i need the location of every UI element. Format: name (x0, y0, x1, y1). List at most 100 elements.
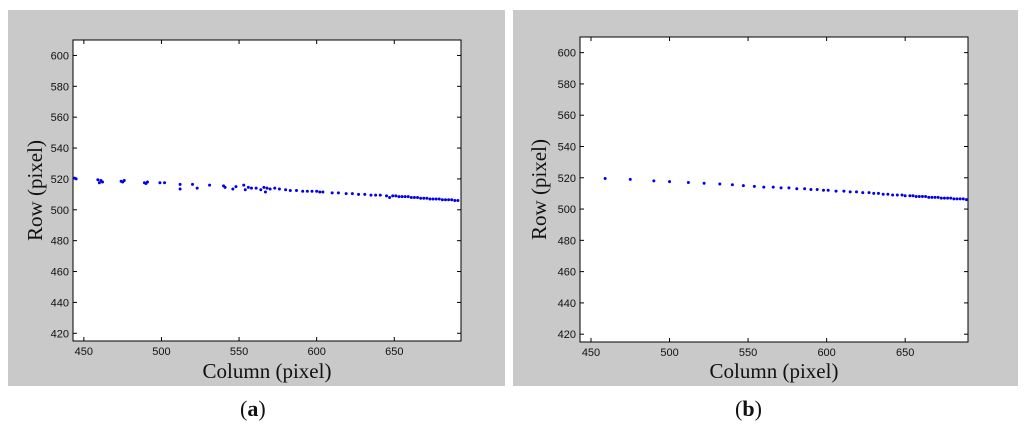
panel-b-ytick-label: 600 (558, 48, 576, 60)
panel-a-data-point (96, 178, 100, 182)
panel-b-data-point (964, 198, 968, 202)
panel-a-data-point (394, 194, 398, 198)
panel-a-data-point (391, 194, 395, 198)
panel-b-data-point (958, 197, 962, 201)
panel-a-data-point (443, 198, 447, 202)
panel-a-data-point (350, 192, 354, 196)
panel-b-data-point (881, 192, 885, 196)
panel-b-data-point (930, 195, 934, 199)
panel-a-data-point (321, 190, 325, 194)
panel-a-data-point (305, 189, 309, 193)
panel-b-data-point (603, 177, 607, 181)
panel-a-data-point (301, 189, 305, 193)
panel-a-data-point (277, 187, 281, 191)
panel-a-data-point (284, 188, 288, 192)
panel-b-data-point (779, 186, 783, 190)
panel-a-data-point (412, 195, 416, 199)
panel-b-data-point (809, 188, 813, 191)
panel-a-data-point (243, 188, 247, 192)
panel-b-x-axis-title: Column (pixel) (710, 359, 839, 383)
panel-b-data-point (872, 191, 876, 195)
panel-b-xtick-label: 450 (582, 347, 600, 359)
panel-a-data-point (263, 190, 267, 194)
panel-b-data-point (854, 190, 858, 194)
panel-b-data-point (730, 183, 734, 187)
panel-b-xtick-label: 650 (896, 347, 914, 359)
panel-a-xtick-label: 550 (230, 346, 248, 358)
panel-a-data-point (336, 191, 340, 195)
panel-b-data-point (961, 197, 965, 201)
panel-b-data-point (815, 188, 819, 191)
panel-a-data-point (447, 198, 451, 202)
panel-a-data-point (440, 198, 444, 202)
panel-b-data-point (668, 180, 672, 184)
panel-a-data-point (453, 199, 457, 203)
panel-a-data-point (178, 182, 182, 186)
panel-a-data-point (74, 177, 78, 181)
panel-a-ytick-label: 520 (51, 174, 69, 186)
panel-b-data-point (908, 194, 912, 198)
panel-b-plot-area (579, 36, 969, 343)
panel-a-data-point (288, 189, 292, 192)
panel-b-data-point (848, 190, 852, 194)
panel-a-data-point (374, 193, 378, 197)
panel-b-data-point (911, 194, 915, 198)
panel-b-ytick-label: 440 (558, 298, 576, 310)
panel-a-data-point (357, 192, 361, 196)
panel-b-data-point (891, 193, 895, 197)
panel-b-data-point (886, 192, 890, 196)
panel-a-data-point (158, 181, 162, 185)
panel-a-data-point (259, 188, 263, 192)
panel-a-ytick-label: 500 (51, 205, 69, 217)
panel-a-data-point (318, 190, 322, 194)
panel-a-ytick-label: 460 (51, 267, 69, 279)
panel-b-data-point (752, 184, 756, 188)
panel-a-data-point (450, 198, 454, 202)
panel-a-ytick-label: 440 (51, 297, 69, 309)
panel-a-ytick-label: 600 (51, 50, 69, 62)
panel-b-data-point (826, 188, 830, 192)
caption-a-letter: a (247, 396, 259, 421)
panel-b-data-point (949, 196, 953, 200)
panel-a-data-point (242, 183, 246, 187)
panel-b-data-point (933, 195, 937, 199)
panel-b-data-point (920, 195, 924, 199)
panel-a-ytick-label: 560 (51, 112, 69, 124)
panel-a-x-axis-title: Column (pixel) (203, 359, 332, 383)
caption-a: (a) (240, 396, 266, 421)
panel-a-data-point (273, 186, 277, 190)
panel-a-data-point (409, 195, 413, 199)
panel-b-data-point (741, 184, 745, 188)
panel-a-data-point (191, 182, 195, 186)
panel-a-data-point (100, 180, 104, 184)
panel-a-data-point (403, 195, 407, 199)
panel-a-data-point (456, 199, 460, 203)
panel-a-data-point (234, 185, 238, 189)
panel-a-data-point (434, 197, 438, 201)
panel-b-data-point (718, 182, 722, 186)
panel-b-data-point (876, 191, 880, 195)
panel-a-data-point (223, 185, 227, 189)
panel-a-data-point (406, 195, 410, 199)
panel-b-data-point (842, 189, 846, 193)
panel-b-data-point (702, 181, 706, 185)
panel-a-data-point (330, 191, 334, 195)
panel-b-ytick-label: 460 (558, 267, 576, 279)
panel-b-data-point (803, 187, 807, 191)
panel-b-data-point (861, 191, 865, 195)
panel-a-data-point (310, 189, 314, 193)
panel-b-data-point (834, 189, 838, 193)
panel-b-ytick-label: 580 (558, 79, 576, 91)
panel-b-data-point (903, 194, 907, 198)
panel-a-data-point (208, 183, 212, 187)
panel-b-data-point (795, 187, 799, 191)
panel-a-data-point (97, 181, 101, 185)
panel-a-data-point (397, 195, 401, 199)
panel-a-data-point (400, 195, 404, 199)
panel-a-data-point (422, 196, 426, 200)
panel-b-data-point (917, 195, 921, 199)
panel-a-data-point (369, 193, 373, 197)
panel-a-xtick-label: 450 (75, 346, 93, 358)
panel-a-data-point (122, 178, 126, 182)
